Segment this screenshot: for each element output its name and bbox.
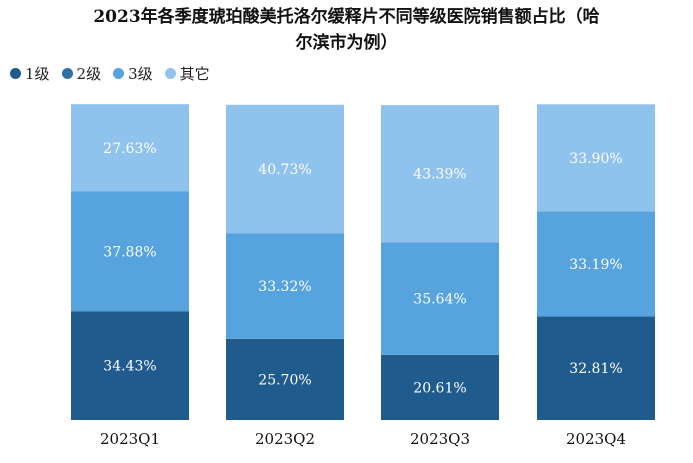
- legend-item-level-3: 3级: [113, 63, 153, 84]
- bar-segment-2023Q2-series-0: [226, 338, 344, 420]
- data-label-2023Q1-series-3: 27.63%: [103, 141, 156, 157]
- bar-segment-2023Q2-series-2: [226, 233, 344, 339]
- legend-label-level-1: 1级: [25, 64, 50, 83]
- legend-swatch-level-3: [113, 67, 125, 79]
- bar-segment-2023Q1-series-2: [71, 191, 189, 312]
- data-label-2023Q1-series-2: 37.88%: [103, 244, 156, 260]
- bar-segment-2023Q1-series-0: [71, 311, 189, 420]
- legend-item-level-2: 2级: [61, 63, 102, 84]
- bar-segment-2023Q3-series-2: [381, 242, 499, 355]
- chart-title-line-1: 2023年各季度琥珀酸美托洛尔缓释片不同等级医院销售额占比（哈: [93, 7, 600, 27]
- data-label-2023Q4-series-0: 32.81%: [569, 361, 622, 377]
- x-tick-label-2023Q4: 2023Q4: [566, 430, 626, 448]
- legend-item-level-1: 1级: [10, 63, 50, 84]
- legend-label-level-2: 2级: [76, 64, 102, 83]
- data-label-2023Q2-series-3: 40.73%: [258, 162, 311, 178]
- bar-segment-2023Q1-series-3: [71, 104, 189, 192]
- data-label-2023Q3-series-0: 20.61%: [413, 380, 466, 396]
- x-tick-label-2023Q3: 2023Q3: [410, 430, 470, 448]
- bar-segment-2023Q2-series-3: [226, 104, 344, 234]
- x-tick-label-2023Q2: 2023Q2: [255, 430, 315, 448]
- bar-segment-2023Q4-series-0: [537, 316, 655, 420]
- legend-label-other: 其它: [179, 64, 210, 83]
- legend: 1级 2级 3级 其它: [10, 62, 222, 84]
- bar-segment-2023Q3-series-3: [381, 105, 499, 243]
- data-label-2023Q4-series-3: 33.90%: [569, 151, 622, 167]
- data-label-2023Q3-series-2: 35.64%: [413, 292, 466, 308]
- data-label-2023Q1-series-0: 34.43%: [103, 359, 156, 375]
- legend-swatch-level-2: [61, 67, 73, 79]
- chart-title: 2023年各季度琥珀酸美托洛尔缓释片不同等级医院销售额占比（哈 尔滨市为例）: [0, 4, 693, 56]
- chart-title-line-2: 尔滨市为例）: [295, 33, 398, 53]
- data-label-2023Q3-series-3: 43.39%: [413, 167, 466, 183]
- x-tick-label-2023Q1: 2023Q1: [100, 430, 160, 448]
- bar-segment-2023Q4-series-2: [537, 211, 655, 317]
- bar-segment-2023Q4-series-3: [537, 104, 655, 212]
- data-label-2023Q2-series-0: 25.70%: [258, 372, 311, 388]
- legend-swatch-level-1: [10, 67, 21, 79]
- data-label-2023Q4-series-2: 33.19%: [569, 257, 622, 273]
- legend-item-other: 其它: [164, 63, 210, 84]
- data-label-2023Q2-series-2: 33.32%: [258, 279, 311, 295]
- legend-swatch-other: [164, 67, 176, 79]
- bar-segment-2023Q3-series-0: [381, 354, 499, 420]
- legend-label-level-3: 3级: [128, 64, 153, 83]
